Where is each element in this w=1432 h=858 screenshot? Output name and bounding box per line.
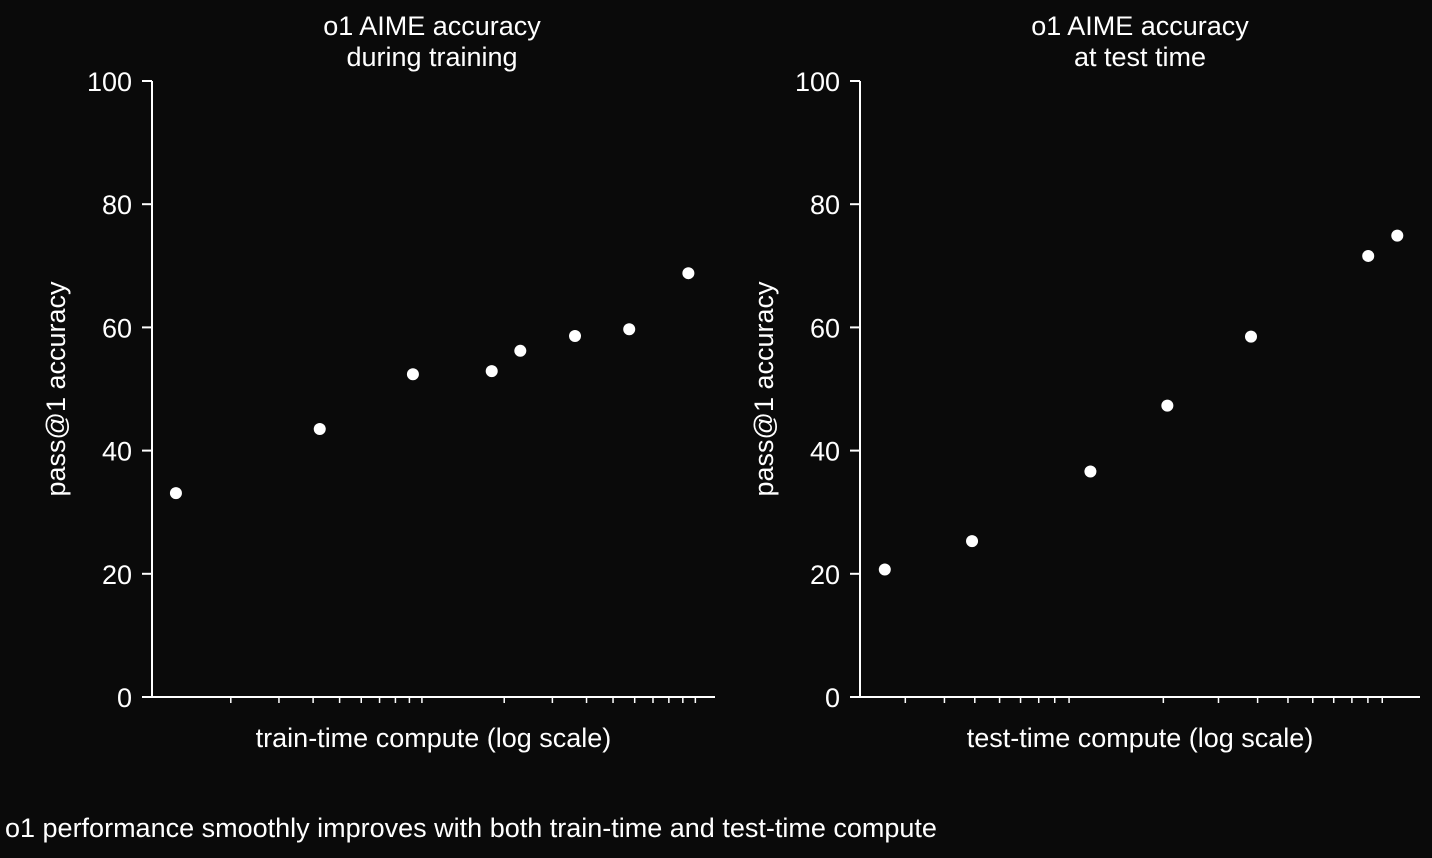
data-point xyxy=(966,535,979,548)
y-tick-label: 40 xyxy=(810,437,840,467)
y-tick-label: 80 xyxy=(810,190,840,220)
data-point xyxy=(623,323,636,336)
data-point xyxy=(1084,465,1097,478)
chart-title: during training xyxy=(346,42,517,72)
chart-title: o1 AIME accuracy xyxy=(1031,11,1249,41)
y-axis-label: pass@1 accuracy xyxy=(41,281,71,496)
data-point xyxy=(1244,330,1257,343)
y-tick-label: 0 xyxy=(825,683,840,713)
data-point xyxy=(1391,229,1404,242)
data-point xyxy=(406,368,419,381)
data-point xyxy=(878,563,891,576)
chart-title: at test time xyxy=(1074,42,1206,72)
x-axis-label: test-time compute (log scale) xyxy=(967,723,1314,753)
y-tick-label: 40 xyxy=(102,437,132,467)
y-tick-label: 60 xyxy=(102,313,132,343)
data-point xyxy=(682,267,695,280)
data-point xyxy=(485,365,498,378)
y-tick-label: 80 xyxy=(102,190,132,220)
y-tick-label: 0 xyxy=(117,683,132,713)
y-tick-label: 20 xyxy=(810,560,840,590)
data-point xyxy=(1161,399,1174,412)
chart-title: o1 AIME accuracy xyxy=(323,11,541,41)
data-point xyxy=(313,423,326,436)
data-point xyxy=(169,487,182,500)
x-axis-label: train-time compute (log scale) xyxy=(256,723,612,753)
y-tick-label: 100 xyxy=(795,67,840,97)
figure-caption: o1 performance smoothly improves with bo… xyxy=(5,813,937,843)
data-point xyxy=(1362,249,1375,262)
y-tick-label: 60 xyxy=(810,313,840,343)
data-point xyxy=(569,330,582,343)
data-point xyxy=(514,344,527,357)
y-axis-label: pass@1 accuracy xyxy=(749,281,779,496)
y-tick-label: 20 xyxy=(102,560,132,590)
y-tick-label: 100 xyxy=(87,67,132,97)
